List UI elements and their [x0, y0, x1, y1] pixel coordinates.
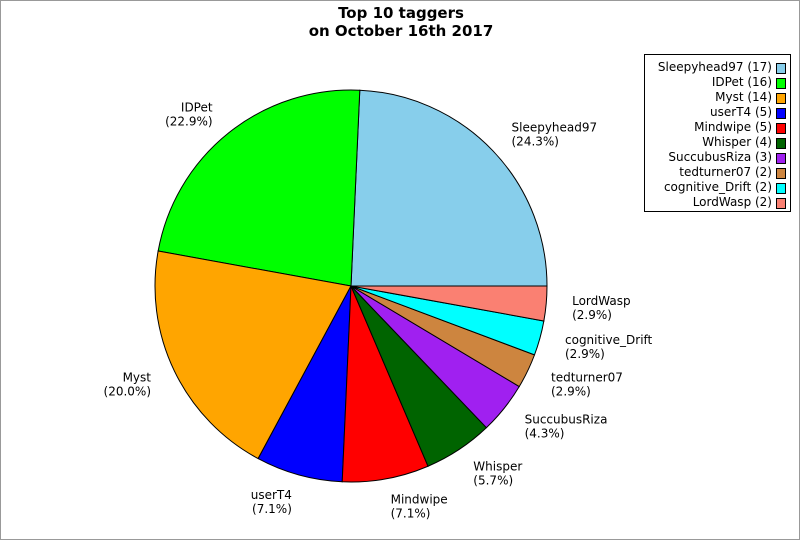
legend-swatch: [776, 138, 786, 149]
legend-item-Myst: Myst (14): [645, 90, 790, 105]
chart-title: Top 10 taggers on October 16th 2017: [1, 4, 800, 40]
slice-label-Myst: Myst (20.0%): [104, 370, 152, 398]
legend-label: LordWasp (2): [692, 195, 772, 209]
slice-label-Sleepyhead97: Sleepyhead97 (24.3%): [512, 121, 598, 149]
legend-swatch: [776, 63, 786, 74]
legend-item-userT4: userT4 (5): [645, 105, 790, 120]
slice-label-Whisper: Whisper (5.7%): [473, 459, 522, 487]
legend-item-cognitive_Drift: cognitive_Drift (2): [645, 180, 790, 195]
slice-label-Mindwipe: Mindwipe (7.1%): [391, 492, 448, 520]
legend-swatch: [776, 168, 786, 179]
pie-slice-LordWasp: [350, 285, 548, 322]
slice-label-tedturner07: tedturner07 (2.9%): [551, 370, 623, 398]
pie-slices: [154, 89, 548, 483]
legend-swatch: [776, 123, 786, 134]
legend-item-Mindwipe: Mindwipe (5): [645, 120, 790, 135]
legend-item-LordWasp: LordWasp (2): [645, 195, 790, 210]
chart-title-line-1: Top 10 taggers: [338, 4, 464, 22]
legend-item-SuccubusRiza: SuccubusRiza (3): [645, 150, 790, 165]
slice-label-IDPet: IDPet (22.9%): [165, 100, 213, 128]
slice-label-cognitive_Drift: cognitive_Drift (2.9%): [565, 333, 653, 361]
legend-label: cognitive_Drift (2): [663, 180, 772, 194]
legend-item-IDPet: IDPet (16): [645, 75, 790, 90]
legend-item-Whisper: Whisper (4): [645, 135, 790, 150]
pie-labels: Sleepyhead97 (24.3%) IDPet (22.9%) Myst (20.0…: [104, 100, 653, 520]
slice-label-LordWasp: LordWasp (2.9%): [572, 294, 630, 322]
legend-label: Whisper (4): [702, 135, 772, 149]
slice-label-userT4: userT4 (7.1%): [251, 488, 292, 516]
legend-label: tedturner07 (2): [679, 165, 772, 179]
pie-slice-Sleepyhead97: [350, 89, 548, 287]
pie-slice-Myst: [154, 250, 352, 460]
legend-swatch: [776, 108, 786, 119]
legend-swatch: [776, 153, 786, 164]
pie-slice-IDPet: [157, 89, 361, 287]
legend-label: SuccubusRiza (3): [668, 150, 772, 164]
chart-title-line-2: on October 16th 2017: [308, 22, 494, 40]
legend-swatch: [776, 183, 786, 194]
legend-label: Myst (14): [715, 90, 772, 104]
legend-label: userT4 (5): [710, 105, 772, 119]
legend-swatch: [776, 93, 786, 104]
legend: Sleepyhead97 (17) IDPet (16) Myst (14) user…: [644, 54, 791, 212]
legend-label: IDPet (16): [711, 75, 772, 89]
legend-label: Sleepyhead97 (17): [657, 60, 772, 74]
legend-swatch: [776, 198, 786, 209]
legend-item-Sleepyhead97: Sleepyhead97 (17): [645, 60, 790, 75]
legend-swatch: [776, 78, 786, 89]
legend-label: Mindwipe (5): [694, 120, 772, 134]
slice-label-SuccubusRiza: SuccubusRiza (4.3%): [525, 412, 608, 440]
legend-item-tedturner07: tedturner07 (2): [645, 165, 790, 180]
